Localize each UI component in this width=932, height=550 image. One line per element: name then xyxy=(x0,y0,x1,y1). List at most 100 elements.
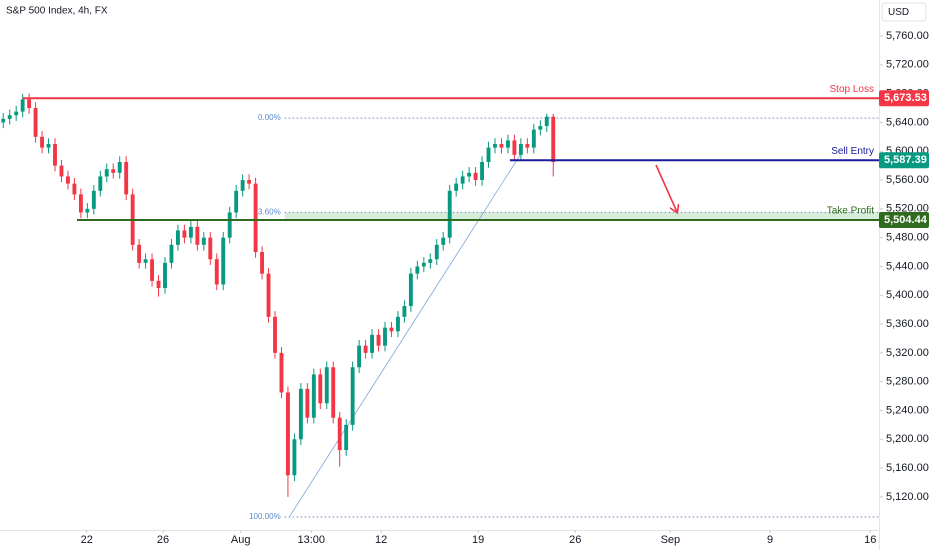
candle-body xyxy=(221,237,226,285)
x-tick-label: 26 xyxy=(157,534,169,546)
y-tick-label: 5,480.00 xyxy=(886,232,929,244)
candle-body xyxy=(531,129,536,148)
fib-label: 0.00% xyxy=(258,113,281,122)
y-tick-label: 5,120.00 xyxy=(886,491,929,503)
candle-body xyxy=(182,230,187,238)
chart-title: S&P 500 Index, 4h, FX xyxy=(6,6,108,17)
candle-body xyxy=(525,144,530,148)
candle-body xyxy=(434,244,439,260)
candle-body xyxy=(137,244,142,263)
x-tick-label: 19 xyxy=(472,534,484,546)
candle-body xyxy=(124,162,129,195)
candle-body xyxy=(493,144,497,148)
price-tag xyxy=(879,90,929,107)
x-tick-label: 12 xyxy=(375,534,387,546)
currency-box[interactable] xyxy=(881,2,927,22)
candle-body xyxy=(169,244,174,263)
candle-body xyxy=(176,230,180,245)
candle-body xyxy=(111,169,116,173)
level-name: Take Profit xyxy=(827,206,874,217)
candle-body xyxy=(473,172,478,181)
candle-body xyxy=(208,237,213,260)
candle-body xyxy=(214,259,219,285)
price-tag xyxy=(879,212,929,229)
candle-body xyxy=(188,226,193,238)
candle-body xyxy=(40,136,44,148)
y-tick-label: 5,160.00 xyxy=(886,462,929,474)
x-tick-label: 16 xyxy=(864,534,876,546)
candle-body xyxy=(506,140,510,148)
y-tick-label: 5,640.00 xyxy=(886,116,929,128)
candle-body xyxy=(551,116,556,163)
fib-label: 23.60% xyxy=(254,208,281,217)
candle-body xyxy=(98,176,103,191)
candle-body xyxy=(53,144,57,166)
candle-body xyxy=(305,388,310,418)
y-tick-label: 5,440.00 xyxy=(886,260,929,272)
y-tick-label: 5,240.00 xyxy=(886,404,929,416)
y-tick-label: 5,200.00 xyxy=(886,433,929,445)
y-tick-label: 5,320.00 xyxy=(886,347,929,359)
candle-body xyxy=(311,374,316,418)
candle-body xyxy=(428,259,433,263)
candle-body xyxy=(344,424,349,451)
candle-body xyxy=(376,334,381,346)
candle-body xyxy=(512,140,517,155)
price-tag-label: 5,504.44 xyxy=(884,214,928,226)
candle-body xyxy=(389,327,394,332)
candle-body xyxy=(143,259,148,263)
candle-body xyxy=(518,144,523,155)
x-tick-label: 9 xyxy=(767,534,773,546)
candle-body xyxy=(441,237,446,245)
candle-body xyxy=(279,352,284,393)
candle-body xyxy=(33,108,38,137)
candle-body xyxy=(460,176,465,184)
candle-body xyxy=(201,237,206,245)
candle-body xyxy=(266,273,271,317)
candle-body xyxy=(195,226,200,245)
candle-body xyxy=(91,190,96,209)
candle-body xyxy=(163,262,167,289)
candle-body xyxy=(1,118,6,123)
trend-line xyxy=(288,154,521,518)
candle-body xyxy=(234,190,239,213)
candle-body xyxy=(247,180,252,184)
x-tick-label: 26 xyxy=(569,534,581,546)
candle-body xyxy=(324,367,329,404)
x-tick-label: Sep xyxy=(661,534,681,546)
candle-body xyxy=(85,208,90,213)
candle-body xyxy=(357,345,362,368)
y-tick-label: 5,400.00 xyxy=(886,289,929,301)
candle-body xyxy=(273,316,277,353)
x-tick-label: 22 xyxy=(81,534,93,546)
candle-body xyxy=(415,266,420,274)
candle-body xyxy=(7,115,12,119)
y-tick-label: 5,720.00 xyxy=(886,59,929,71)
candle-body xyxy=(150,259,154,281)
candle-body xyxy=(402,306,407,317)
candle-body xyxy=(156,280,161,289)
arrow xyxy=(655,164,677,212)
candle-body xyxy=(117,162,122,173)
candle-body xyxy=(486,147,491,163)
candle-body xyxy=(421,262,426,267)
candle-body xyxy=(66,176,70,184)
x-tick-label: 13:00 xyxy=(297,534,325,546)
candle-body xyxy=(499,144,504,148)
candle-body xyxy=(408,273,413,307)
level-name: Sell Entry xyxy=(831,146,874,157)
candle-body xyxy=(467,172,472,177)
price-tag xyxy=(879,152,929,169)
candle-body xyxy=(104,169,109,177)
price-tag-label: 5,673.53 xyxy=(884,92,927,104)
candle-body xyxy=(337,417,342,451)
candle-body xyxy=(260,252,264,274)
y-tick-label: 5,560.00 xyxy=(886,174,929,186)
x-tick-label: Aug xyxy=(231,534,251,546)
candle-body xyxy=(292,439,297,476)
candle-body xyxy=(447,190,452,238)
currency: USD xyxy=(888,7,909,18)
candle-body xyxy=(20,99,25,112)
candle-body xyxy=(318,374,323,404)
